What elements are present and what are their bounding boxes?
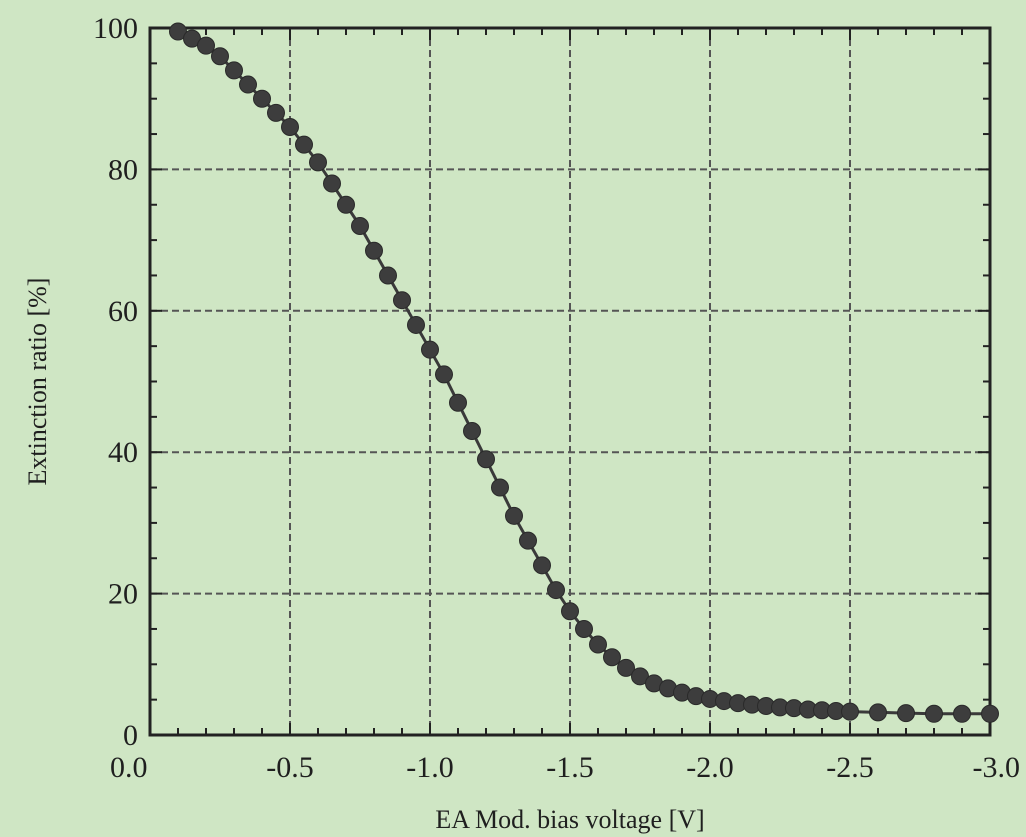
data-point	[575, 619, 593, 638]
data-point	[869, 703, 887, 722]
data-point	[897, 704, 915, 723]
data-point	[323, 174, 341, 193]
data-point	[925, 704, 943, 723]
y-tick-label: 100	[93, 12, 138, 45]
data-point	[841, 702, 859, 721]
data-point	[421, 340, 439, 359]
y-tick-label: 80	[108, 153, 138, 186]
x-tick-label: -1.0	[406, 751, 454, 784]
data-point	[547, 581, 565, 600]
x-tick-label: -3.0	[973, 751, 1021, 784]
y-tick-label: 40	[108, 436, 138, 469]
data-point	[211, 47, 229, 66]
y-tick-label: 20	[108, 578, 138, 611]
data-point	[393, 291, 411, 310]
data-point	[561, 602, 579, 621]
data-point	[463, 421, 481, 440]
data-point	[519, 531, 537, 550]
data-point	[617, 658, 635, 677]
data-point	[197, 36, 215, 55]
data-point	[281, 117, 299, 136]
x-axis-title: EA Mod. bias voltage [V]	[435, 805, 704, 834]
x-tick-label: -2.0	[686, 751, 734, 784]
data-point	[337, 195, 355, 214]
data-point	[981, 704, 999, 723]
data-point	[253, 89, 271, 108]
x-tick-label: -2.5	[826, 751, 874, 784]
y-axis-title: Extinction ratio [%]	[23, 278, 52, 486]
data-point	[407, 315, 425, 334]
data-point	[295, 135, 313, 154]
data-point	[505, 506, 523, 525]
data-point	[225, 61, 243, 80]
data-point	[379, 266, 397, 285]
data-point	[365, 241, 383, 260]
data-point	[603, 648, 621, 667]
x-tick-label: 0.0	[110, 751, 148, 784]
data-point	[449, 393, 467, 412]
x-tick-label: -1.5	[546, 751, 594, 784]
data-point	[309, 153, 327, 172]
data-point	[239, 75, 257, 94]
data-point	[953, 704, 971, 723]
y-tick-label: 0	[123, 719, 138, 752]
data-point	[477, 450, 495, 469]
y-tick-label: 60	[108, 295, 138, 328]
plot-frame	[148, 26, 992, 737]
data-point	[435, 365, 453, 384]
data-point	[351, 216, 369, 235]
data-point	[491, 478, 509, 497]
data-point	[589, 635, 607, 654]
x-tick-label: -0.5	[266, 751, 314, 784]
data-point	[267, 103, 285, 122]
data-point	[533, 556, 551, 575]
series-line	[177, 30, 990, 716]
